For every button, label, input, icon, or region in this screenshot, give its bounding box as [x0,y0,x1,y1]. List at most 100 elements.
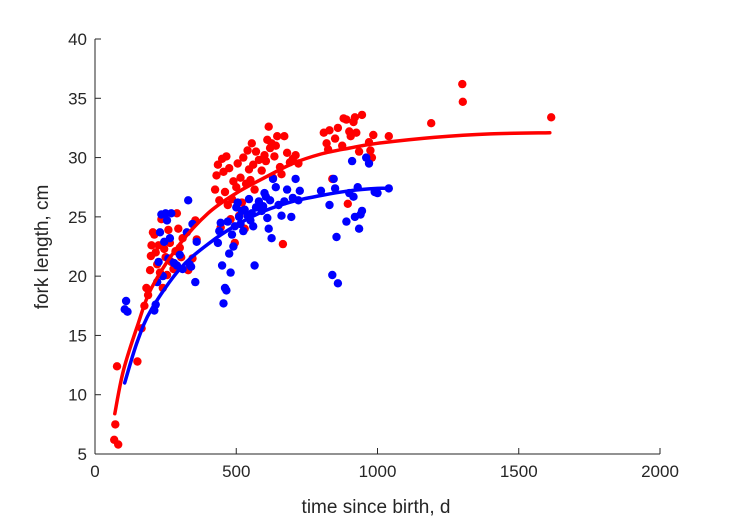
scatter-point-series-2 [226,268,235,277]
scatter-point-series-2 [373,188,382,198]
scatter-point-series-1 [458,79,467,89]
scatter-point-series-1 [458,97,467,107]
scatter-point-series-2 [165,234,175,243]
scatter-point-series-2 [287,212,296,222]
scatter-point-series-2 [330,184,340,193]
chart-marks [110,79,556,449]
scatter-point-series-2 [222,286,231,295]
scatter-point-series-1 [222,152,231,161]
scatter-point-series-1 [254,155,264,165]
x-axis-label: time since birth, d [302,497,451,518]
y-tick-label: 15 [68,326,87,345]
scatter-point-series-1 [147,241,156,250]
scatter-point-series-2 [239,226,248,236]
scatter-point-series-1 [212,171,221,180]
scatter-point-series-1 [249,160,258,169]
scatter-point-series-1 [291,151,300,160]
scatter-point-series-2 [291,174,300,184]
scatter-point-series-1 [160,244,169,254]
scatter-point-series-1 [239,153,248,162]
scatter-point-series-1 [111,420,120,429]
scatter-point-series-2 [250,261,259,270]
y-tick-label: 20 [68,267,87,286]
scatter-point-series-1 [330,134,340,143]
scatter-point-series-2 [264,224,273,233]
scatter-point-series-1 [333,123,343,133]
y-tick-label: 5 [78,445,87,464]
scatter-point-series-1 [278,239,288,249]
scatter-point-series-2 [249,222,258,231]
y-tick-label: 25 [68,208,87,227]
scatter-point-series-1 [112,362,122,371]
scatter-point-series-2 [332,232,341,242]
scatter-point-series-1 [369,130,378,140]
scatter-point-series-2 [162,216,172,225]
scatter-point-series-1 [213,160,223,169]
scatter-point-series-2 [354,224,364,233]
scatter-point-series-2 [192,237,201,246]
scatter-point-series-1 [277,170,286,179]
scatter-point-series-1 [271,141,280,150]
scatter-point-series-1 [232,183,241,192]
scatter-point-series-1 [342,115,351,124]
scatter-point-series-1 [133,357,142,366]
scatter-point-series-1 [357,110,367,120]
scatter-point-series-1 [264,122,273,131]
chart-axes: 0 500 1000 1500 2000 5 10 15 20 25 30 35 40 [68,30,679,481]
scatter-point-series-2 [268,174,278,184]
scatter-point-series-2 [364,159,374,168]
scatter-point-series-1 [145,266,155,275]
scatter-point-series-1 [247,139,256,148]
scatter-point-series-1 [257,166,266,175]
scatter-point-series-1 [427,119,436,128]
scatter-point-series-2 [325,200,334,210]
scatter-point-series-1 [366,146,375,155]
scatter-point-series-2 [333,279,343,288]
scatter-point-series-2 [155,228,165,237]
scatter-point-series-2 [175,250,184,259]
scatter-point-series-1 [233,159,242,168]
scatter-point-series-2 [219,299,228,308]
scatter-point-series-1 [114,440,123,449]
scatter-point-series-1 [164,225,173,235]
scatter-point-series-1 [174,224,183,233]
y-axis-label: fork length, cm [32,185,53,310]
scatter-point-series-2 [223,217,232,226]
scatter-point-series-2 [316,186,326,195]
fit-curve-2 [122,186,391,385]
scatter-point-series-2 [227,230,237,239]
scatter-point-series-1 [236,173,245,182]
x-tick-label: 0 [90,462,99,481]
scatter-point-series-1 [261,156,271,166]
scatter-point-series-1 [282,148,292,157]
scatter-point-series-1 [350,113,360,122]
scatter-point-series-2 [121,296,131,306]
scatter-point-series-1 [243,146,252,155]
scatter-point-series-2 [233,198,242,207]
scatter-point-series-1 [354,147,364,156]
scatter-point-series-2 [328,270,337,280]
x-tick-label: 500 [222,462,250,481]
scatter-point-series-2 [265,196,275,205]
scatter-point-series-2 [271,183,280,192]
scatter-point-series-1 [547,113,556,122]
scatter-point-series-1 [343,199,352,208]
y-tick-label: 30 [68,149,87,168]
x-tick-label: 2000 [641,462,679,481]
y-tick-label: 40 [68,30,87,49]
scatter-point-series-1 [384,132,393,141]
scatter-point-series-2 [277,211,286,220]
y-tick-label: 35 [68,89,87,108]
scatter-point-series-2 [217,261,227,270]
y-tick-label: 10 [68,386,87,405]
x-tick-label: 1500 [500,462,538,481]
scatter-point-series-2 [213,238,223,248]
scatter-point-series-1 [151,248,160,257]
scatter-point-series-1 [220,187,230,197]
scatter-point-series-1 [251,147,261,156]
scatter-point-series-2 [191,277,200,287]
scatter-point-series-1 [223,200,232,210]
scatter-point-series-2 [349,192,358,201]
scatter-point-series-2 [258,202,268,211]
